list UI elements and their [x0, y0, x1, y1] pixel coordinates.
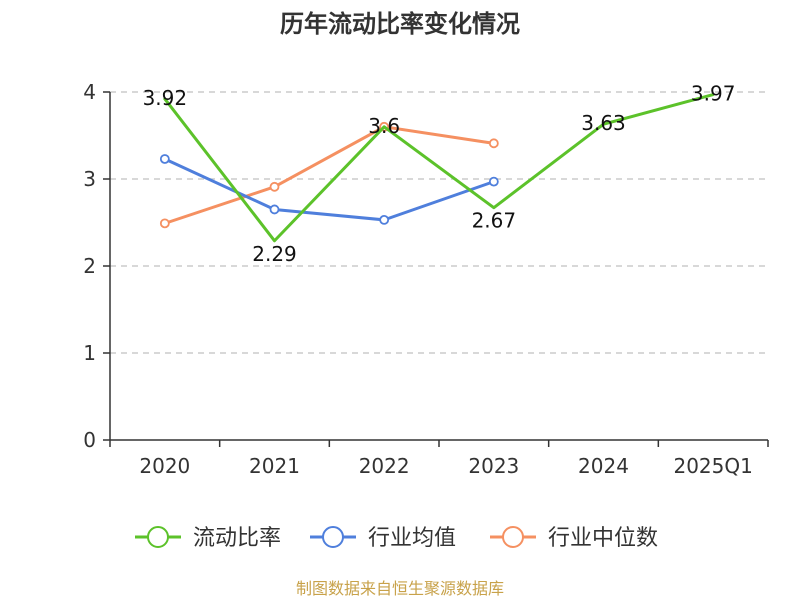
series-point-2: [269, 181, 280, 192]
series-point-1: [159, 154, 170, 164]
series-point-1: [488, 176, 499, 187]
x-tick-label: 2022: [359, 454, 410, 478]
legend-item-1[interactable]: 行业均值: [310, 526, 456, 551]
data-label: 2.67: [472, 209, 517, 233]
legend: 流动比率 行业均值 行业中位数: [135, 526, 658, 551]
series-layer: [159, 93, 715, 243]
series-line-2: [163, 125, 496, 225]
x-tick-label: 2024: [578, 454, 629, 478]
legend-item-0[interactable]: 流动比率: [135, 526, 281, 551]
data-label: 3.92: [143, 86, 188, 110]
y-tick-label: 4: [83, 80, 96, 104]
series-line-1: [163, 157, 496, 222]
legend-swatch-marker: [322, 526, 344, 548]
chart-title: 历年流动比率变化情况: [280, 10, 520, 38]
x-tick-label: 2021: [249, 454, 300, 478]
axis-layer: 0 1 2 3 4 2020 2021 2022 2023 2024 2025Q1: [83, 80, 769, 478]
grid-layer: [110, 91, 768, 354]
legend-label: 流动比率: [193, 526, 281, 551]
y-tick-label: 1: [83, 341, 96, 365]
y-tick-label: 2: [83, 254, 96, 278]
data-label: 3.6: [368, 114, 400, 138]
series-line-0: [163, 93, 715, 243]
legend-swatch-marker: [147, 526, 169, 548]
data-label: 2.29: [252, 242, 297, 266]
series-point-2: [488, 138, 499, 149]
y-tick-label: 3: [83, 167, 96, 191]
source-note: 制图数据来自恒生聚源数据库: [296, 579, 504, 598]
legend-label: 行业均值: [368, 526, 456, 551]
x-tick-label: 2023: [468, 454, 519, 478]
x-tick-label: 2025Q1: [673, 454, 752, 478]
series-point-1: [379, 214, 390, 225]
data-label-layer: 3.92 2.29 3.6 2.67 3.63 3.97: [143, 82, 736, 266]
legend-item-2[interactable]: 行业中位数: [490, 526, 658, 551]
y-tick-label: 0: [83, 428, 96, 452]
series-point-2: [159, 218, 170, 229]
legend-swatch-marker: [502, 526, 524, 548]
series-point-1: [269, 204, 280, 215]
data-label: 3.63: [581, 111, 626, 135]
x-tick-label: 2020: [139, 454, 190, 478]
data-label: 3.97: [691, 82, 736, 106]
legend-label: 行业中位数: [548, 526, 658, 551]
